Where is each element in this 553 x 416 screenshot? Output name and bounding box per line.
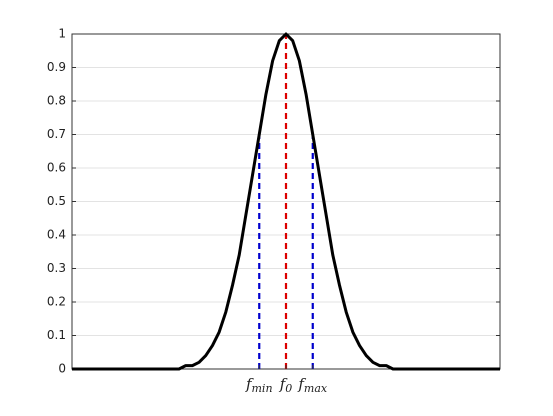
y-tick-label: 1	[58, 27, 66, 41]
x-tick-subscript: max	[304, 382, 328, 395]
y-tick-label: 0.5	[47, 194, 66, 208]
x-tick-subscript: min	[252, 382, 273, 395]
y-tick-label: 0.1	[47, 328, 66, 342]
x-tick-subscript: 0	[285, 382, 292, 395]
y-tick-label: 0.2	[47, 295, 66, 309]
x-tick-label: f0	[279, 375, 293, 395]
y-tick-label: 0.8	[47, 94, 66, 108]
y-tick-label: 0	[58, 362, 66, 376]
y-tick-label: 0.3	[47, 261, 66, 275]
curve	[72, 32, 500, 371]
x-tick-label: fmax	[297, 375, 328, 395]
y-tick-label: 0.4	[47, 228, 66, 242]
y-tick-label: 0.9	[47, 60, 66, 74]
x-tick-label: fmin	[245, 375, 273, 395]
y-tick-label: 0.7	[47, 127, 66, 141]
y-tick-label: 0.6	[47, 161, 66, 175]
